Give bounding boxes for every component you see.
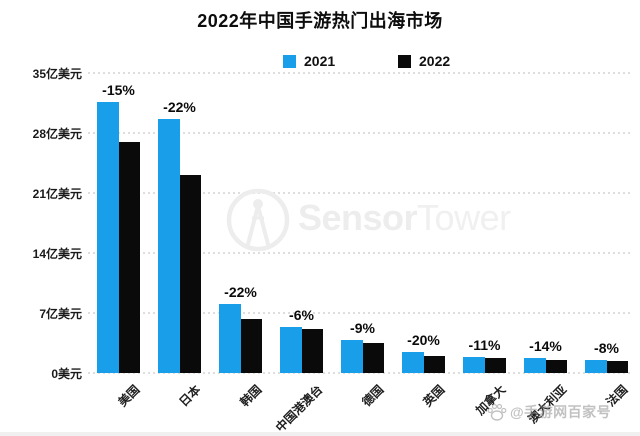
bar-2021-加拿大 <box>463 356 485 373</box>
x-tick-label-日本: 日本 <box>176 382 204 410</box>
change-label-美国: -15% <box>102 82 135 99</box>
gridline-35 <box>88 72 632 74</box>
legend-label-2022: 2022 <box>419 53 451 69</box>
bar-2021-澳大利亚 <box>524 358 546 373</box>
x-tick-label-美国: 美国 <box>115 382 143 410</box>
legend-item-2021: 2021 <box>283 53 335 69</box>
bar-2022-德国 <box>362 343 384 373</box>
x-tick-label-英国: 英国 <box>420 382 448 410</box>
bar-2022-法国 <box>606 361 628 373</box>
baijiahao-watermark: @手游网百家号 <box>487 402 611 422</box>
bar-2022-澳大利亚 <box>545 360 567 373</box>
change-label-德国: -9% <box>350 319 375 336</box>
x-tick-label-德国: 德国 <box>359 382 387 410</box>
y-tick-label-0: 0美元 <box>51 367 82 381</box>
gridline-14 <box>88 252 632 254</box>
paw-icon <box>487 403 507 421</box>
gridline-28 <box>88 132 632 134</box>
y-tick-label-21: 21亿美元 <box>32 187 82 201</box>
bar-2021-韩国 <box>219 303 241 373</box>
gridline-21 <box>88 192 632 194</box>
y-tick-label-14: 14亿美元 <box>32 247 82 261</box>
change-label-韩国: -22% <box>224 283 257 300</box>
y-tick-label-7: 7亿美元 <box>39 307 82 321</box>
footer-strip <box>0 432 640 436</box>
sensortower-watermark-text: SensorTower <box>298 197 511 238</box>
bar-2022-美国 <box>118 142 140 373</box>
bar-2021-美国 <box>97 102 119 373</box>
x-tick-label-韩国: 韩国 <box>237 382 265 410</box>
bar-2021-德国 <box>341 339 363 373</box>
bar-2022-韩国 <box>240 319 262 373</box>
change-label-加拿大: -11% <box>468 336 501 353</box>
bar-2021-日本 <box>158 119 180 373</box>
baijiahao-watermark-text: @手游网百家号 <box>510 404 612 420</box>
legend-swatch-2021 <box>283 54 296 68</box>
bar-2022-加拿大 <box>484 358 506 373</box>
bar-2022-中国港澳台 <box>301 329 323 373</box>
gridline-0 <box>88 372 632 374</box>
legend-item-2022: 2022 <box>398 53 450 69</box>
bar-2021-法国 <box>585 360 607 373</box>
legend-label-2021: 2021 <box>304 53 336 69</box>
change-label-英国: -20% <box>407 331 440 348</box>
change-label-日本: -22% <box>163 99 196 116</box>
change-label-中国港澳台: -6% <box>289 306 314 323</box>
change-label-澳大利亚: -14% <box>529 338 562 355</box>
bar-2021-英国 <box>402 351 424 373</box>
y-tick-label-28: 28亿美元 <box>32 127 82 141</box>
legend-swatch-2022 <box>398 54 411 68</box>
gridline-7 <box>88 312 632 314</box>
y-tick-label-35: 35亿美元 <box>32 67 82 81</box>
bar-2022-英国 <box>423 355 445 373</box>
bar-2021-中国港澳台 <box>280 326 302 373</box>
chart-title: 2022年中国手游热门出海市场 <box>197 11 443 31</box>
x-tick-label-中国港澳台: 中国港澳台 <box>273 382 326 435</box>
bar-2022-日本 <box>179 175 201 373</box>
change-label-法国: -8% <box>594 340 619 357</box>
